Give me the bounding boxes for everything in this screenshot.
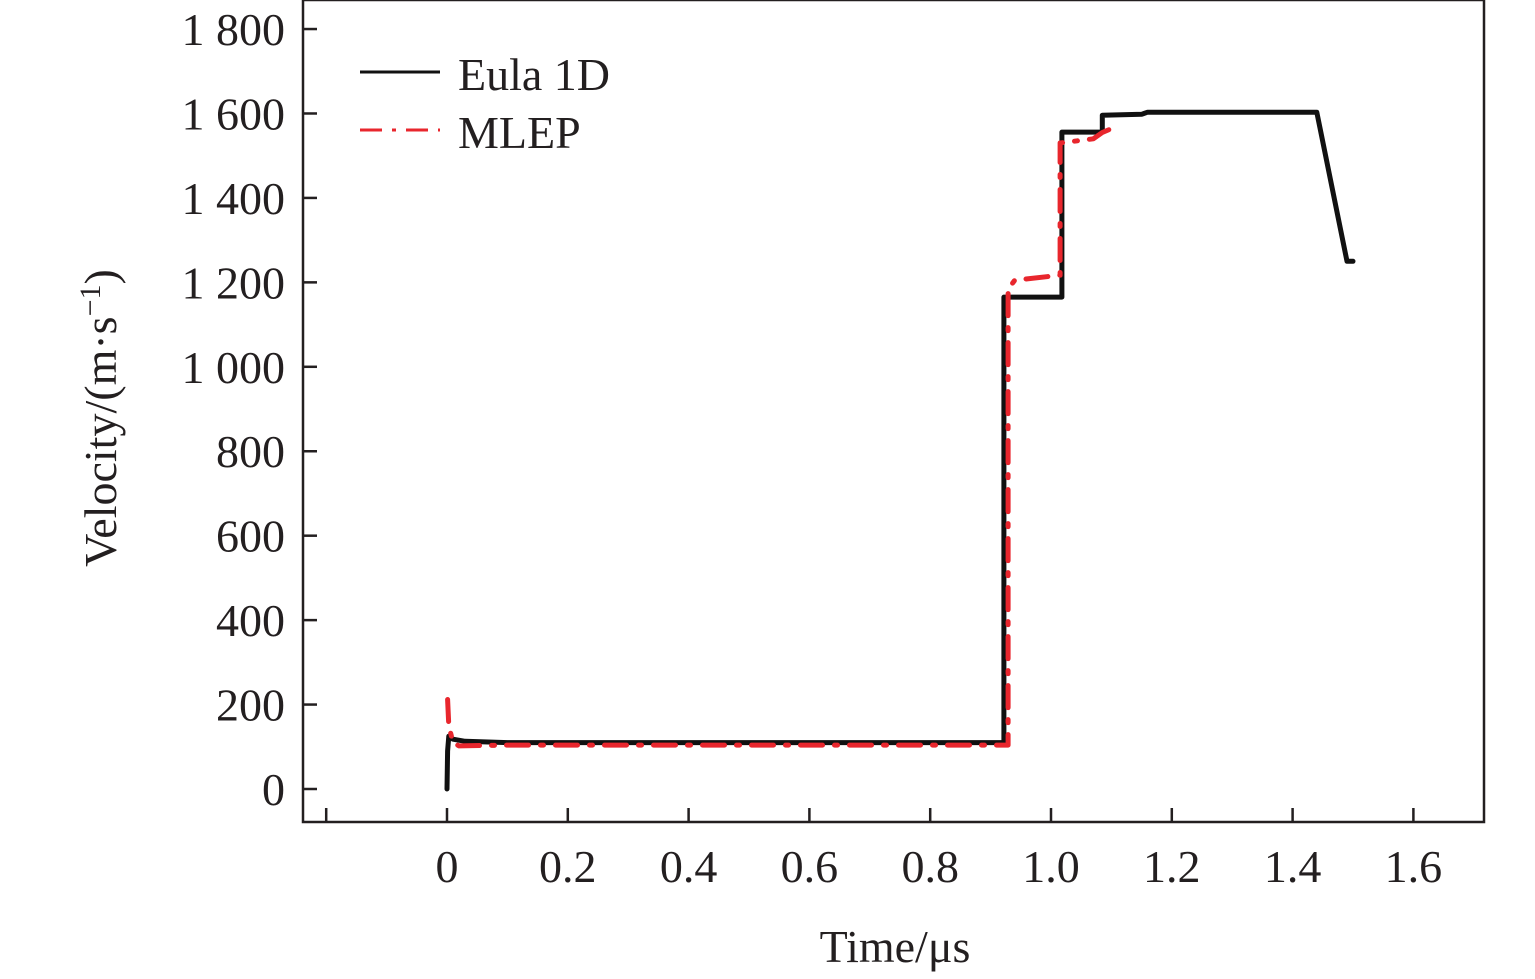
y-tick-label: 200 bbox=[216, 680, 285, 731]
x-tick-label: 0.4 bbox=[660, 841, 718, 892]
y-tick-label: 1 600 bbox=[182, 88, 286, 139]
y-tick-label: 0 bbox=[262, 764, 285, 815]
legend-label-eula-1d: Eula 1D bbox=[458, 49, 610, 100]
y-tick-label: 1 400 bbox=[182, 173, 286, 224]
plot-frame bbox=[301, 0, 1486, 824]
series-line-eula-1d bbox=[444, 109, 1356, 792]
x-tick-label: 0.6 bbox=[781, 841, 839, 892]
y-axis-label: Velocity/(m·s−1) bbox=[74, 269, 126, 567]
series-line-mlep bbox=[445, 123, 1120, 749]
legend-label-mlep: MLEP bbox=[458, 107, 581, 158]
legend: Eula 1D MLEP bbox=[360, 49, 610, 158]
y-tick-label: 400 bbox=[216, 595, 285, 646]
x-tick-label: 1.0 bbox=[1022, 841, 1080, 892]
x-tick-label: 0 bbox=[436, 841, 459, 892]
x-axis-label: Time/μs bbox=[820, 921, 971, 972]
y-tick-label: 800 bbox=[216, 426, 285, 477]
x-tick-label: 1.4 bbox=[1264, 841, 1322, 892]
y-tick-label: 1 000 bbox=[182, 342, 286, 393]
y-tick-label: 1 800 bbox=[182, 4, 286, 55]
y-tick-label: 1 200 bbox=[182, 257, 286, 308]
y-tick-label: 600 bbox=[216, 511, 285, 562]
x-tick-label: 0.2 bbox=[539, 841, 597, 892]
x-tick-label: 1.2 bbox=[1143, 841, 1201, 892]
x-tick-label: 0.8 bbox=[901, 841, 959, 892]
x-tick-label: 1.6 bbox=[1385, 841, 1443, 892]
